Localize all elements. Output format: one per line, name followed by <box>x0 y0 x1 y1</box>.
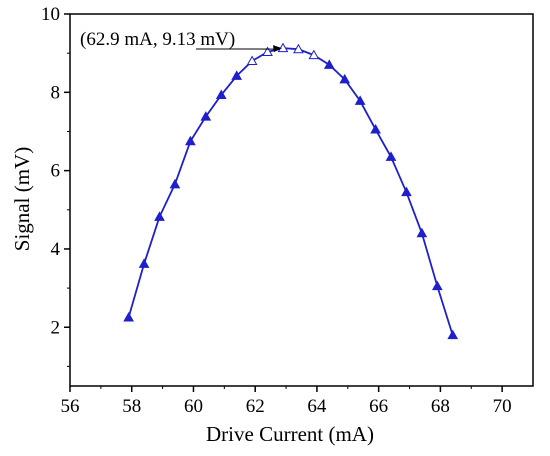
data-point <box>293 43 304 54</box>
data-point <box>431 280 443 291</box>
data-point <box>416 227 428 238</box>
data-point <box>354 95 366 105</box>
annotation-arrowhead <box>272 45 282 53</box>
data-point <box>231 70 243 80</box>
x-tick-label: 70 <box>493 396 512 417</box>
x-tick-label: 58 <box>122 396 141 417</box>
y-axis: 2 4 6 8 10 <box>41 4 70 367</box>
x-tick-label: 56 <box>61 396 80 417</box>
x-tick-label: 66 <box>369 396 388 417</box>
data-point <box>185 135 196 146</box>
data-point <box>262 46 273 56</box>
data-point <box>200 111 212 121</box>
y-axis-title: Signal (mV) <box>10 147 34 251</box>
data-point <box>138 258 150 268</box>
x-tick-label: 62 <box>246 396 265 417</box>
y-tick-label: 6 <box>51 161 61 182</box>
peak-annotation: (62.9 mA, 9.13 mV) <box>80 29 282 53</box>
x-axis-title: Drive Current (mA) <box>206 422 374 446</box>
x-tick-label: 64 <box>307 396 327 417</box>
data-point <box>246 55 258 65</box>
data-point <box>370 123 381 134</box>
plot-frame <box>69 13 534 387</box>
data-point <box>277 42 289 53</box>
plot-area <box>69 13 534 387</box>
data-point <box>169 178 181 189</box>
series-line <box>127 47 454 336</box>
series-layer <box>123 42 459 340</box>
x-axis: 56 58 60 62 64 66 68 70 <box>61 386 512 417</box>
x-tick-label: 60 <box>184 396 203 417</box>
y-tick-label: 4 <box>51 239 61 260</box>
data-point <box>401 186 412 197</box>
y-tick-label: 8 <box>51 82 61 103</box>
x-tick-label: 68 <box>431 396 450 417</box>
annotation-label: (62.9 mA, 9.13 mV) <box>80 29 235 50</box>
y-tick-label: 10 <box>41 4 60 25</box>
data-point <box>339 73 351 84</box>
y-tick-label: 2 <box>51 317 61 338</box>
data-point <box>123 311 135 322</box>
data-point <box>323 59 335 69</box>
data-point <box>215 89 227 100</box>
data-point <box>154 211 165 221</box>
data-point <box>308 49 320 60</box>
data-point <box>385 151 397 161</box>
data-point <box>447 329 459 340</box>
